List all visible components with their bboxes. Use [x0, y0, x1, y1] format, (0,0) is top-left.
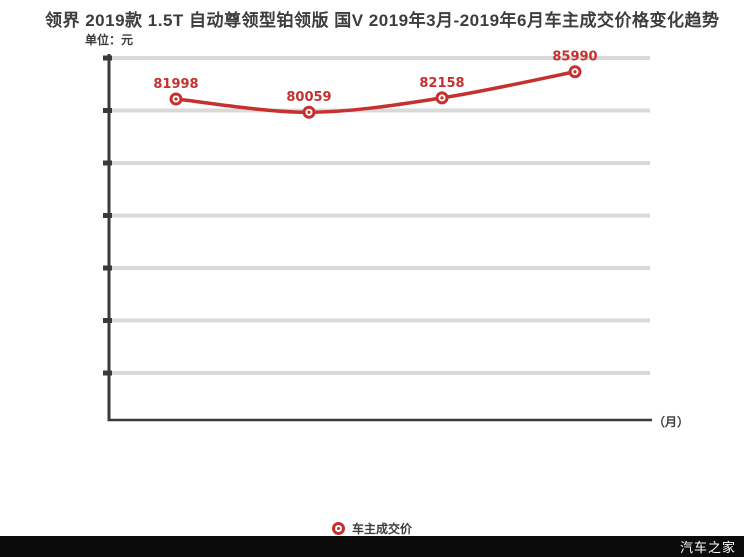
chart-title: 领界 2019款 1.5T 自动尊领型铂领版 国V 2019年3月-2019年6… [45, 11, 720, 30]
data-point-label: 82158 [419, 76, 464, 91]
data-point-center-dot [440, 96, 444, 100]
y-axis-unit-label: 单位：元 [85, 33, 134, 47]
data-point-center-dot [573, 70, 577, 74]
legend-label: 车主成交价 [351, 522, 413, 536]
chart-legend: 车主成交价 [331, 520, 413, 537]
data-point-label: 81998 [153, 77, 198, 92]
x-axis-unit-label: （月） [653, 415, 690, 429]
brand-watermark: 汽车之家 [679, 540, 736, 555]
data-point-center-dot [174, 97, 178, 101]
data-point-label: 85990 [552, 50, 597, 65]
footer-bar: 汽车之家 [0, 536, 744, 557]
legend-red-ring-icon [331, 522, 345, 535]
data-point-label: 80059 [286, 90, 331, 105]
price-line [174, 69, 577, 114]
data-point-center-dot [307, 110, 311, 114]
